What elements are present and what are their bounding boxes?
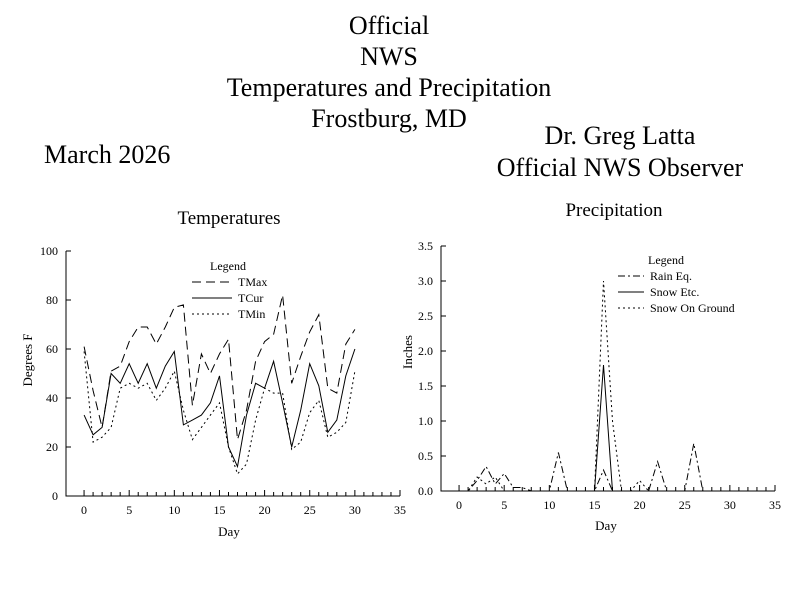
title-line-1: Official <box>348 11 430 40</box>
x-tick-label: 20 <box>259 503 271 517</box>
y-tick-label: 2.5 <box>418 309 433 323</box>
legend-label: Snow Etc. <box>650 285 699 299</box>
x-tick-label: 25 <box>679 498 691 512</box>
series-line-snow-on-ground <box>459 280 730 492</box>
y-tick-label: 1.0 <box>418 414 433 428</box>
x-tick-label: 5 <box>501 498 507 512</box>
x-tick-label: 15 <box>213 503 225 517</box>
legend-label: TMax <box>238 275 267 289</box>
report-month: March 2026 <box>44 140 171 169</box>
y-tick-label: 0.0 <box>418 484 433 498</box>
x-tick-label: 30 <box>724 498 736 512</box>
y-axis-label: Degrees F <box>20 333 35 386</box>
title-block: Official NWS Temperatures and Precipitat… <box>0 10 786 134</box>
x-axis-label: Day <box>595 518 617 533</box>
y-axis-label: Inches <box>400 335 415 369</box>
series-line-snow-etc <box>459 364 730 492</box>
axis-frame <box>65 251 400 497</box>
title-line-3: Temperatures and Precipitation <box>226 73 552 102</box>
temperature-chart: Temperatures 0 20 40 60 80 100 0 5 10 15 20 25 30 35 Da… <box>20 208 406 539</box>
x-tick-label: 15 <box>588 498 600 512</box>
x-tick-label: 10 <box>168 503 180 517</box>
y-tick-label: 0.5 <box>418 449 433 463</box>
chart-title: Precipitation <box>565 200 663 221</box>
x-tick-label: 10 <box>543 498 555 512</box>
observer-name: Dr. Greg Latta <box>544 121 696 150</box>
x-tick-label: 20 <box>634 498 646 512</box>
x-tick-label: 0 <box>456 498 462 512</box>
y-tick-label: 100 <box>40 244 58 258</box>
x-tick-label: 5 <box>126 503 132 517</box>
y-tick-label: 60 <box>46 342 58 356</box>
legend-label: TCur <box>238 291 263 305</box>
x-tick-label: 30 <box>349 503 361 517</box>
legend-label: TMin <box>238 307 265 321</box>
x-tick-label: 0 <box>81 503 87 517</box>
series-line-tmin <box>83 351 356 475</box>
x-tick-label: 35 <box>769 498 781 512</box>
y-tick-label: 3.0 <box>418 274 433 288</box>
legend-title: Legend <box>210 259 246 273</box>
series-line-tcur <box>83 348 356 469</box>
x-axis-label: Day <box>218 524 240 539</box>
y-tick-label: 2.0 <box>418 344 433 358</box>
observer-block: Dr. Greg Latta Official NWS Observer <box>470 120 770 184</box>
y-tick-label: 40 <box>46 391 58 405</box>
chart-title: Temperatures <box>177 208 280 229</box>
x-tick-label: 25 <box>304 503 316 517</box>
title-line-4: Frostburg, MD <box>311 104 467 133</box>
y-tick-label: 20 <box>46 440 58 454</box>
axis-frame <box>440 246 775 492</box>
x-tick-label: 35 <box>394 503 406 517</box>
legend-label: Snow On Ground <box>650 301 735 315</box>
legend-label: Rain Eq. <box>650 269 692 283</box>
legend-title: Legend <box>648 253 684 267</box>
title-line-2: NWS <box>360 42 418 71</box>
observer-title: Official NWS Observer <box>496 153 744 182</box>
y-tick-label: 80 <box>46 293 58 307</box>
series-line-tmax <box>83 294 356 440</box>
precipitation-chart: Precipitation 0.0 0.5 1.0 1.5 2.0 2.5 3.0 3.5 0 5 1… <box>400 200 781 533</box>
y-tick-label: 0 <box>52 489 58 503</box>
y-tick-label: 1.5 <box>418 379 433 393</box>
y-tick-label: 3.5 <box>418 239 433 253</box>
